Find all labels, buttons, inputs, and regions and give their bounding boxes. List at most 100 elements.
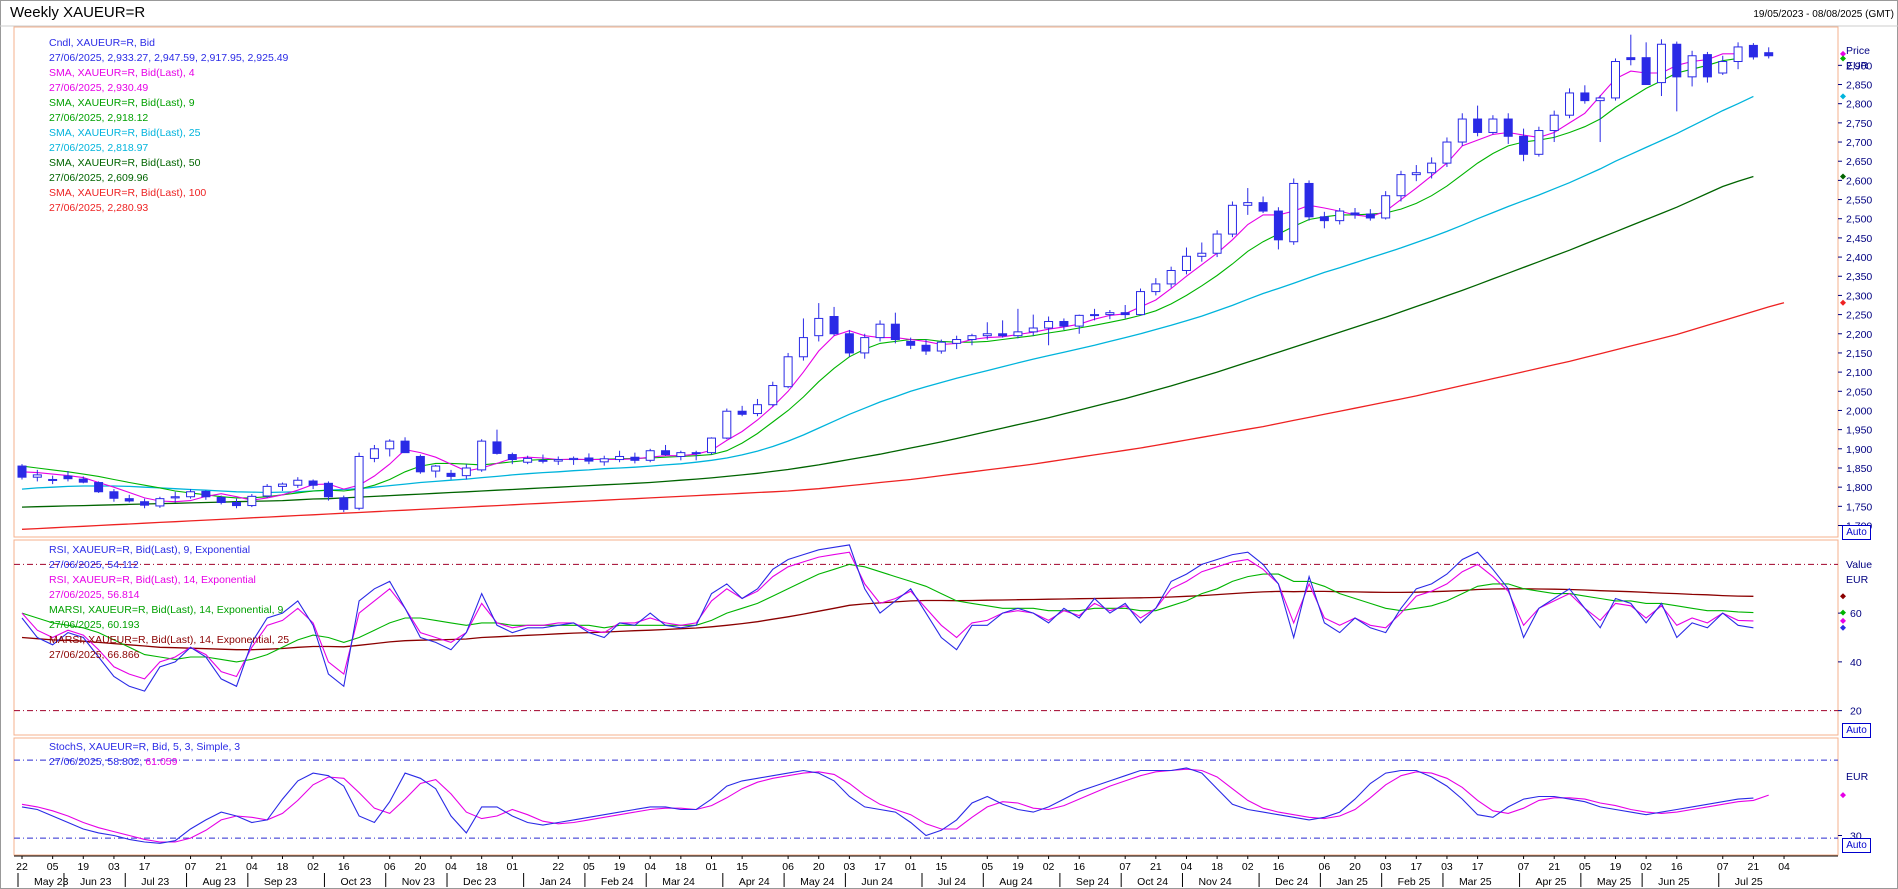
- candle-body: [124, 498, 134, 502]
- x-tick-label: 03: [108, 861, 120, 873]
- price-tick-label: 2,500: [1846, 214, 1872, 226]
- x-tick-label: 17: [1410, 861, 1422, 873]
- candle-body: [1243, 202, 1253, 206]
- sma25-last-marker: [1840, 93, 1846, 100]
- candle-body: [1013, 331, 1023, 337]
- candle-body: [661, 450, 671, 456]
- candle-body: [277, 483, 287, 487]
- candle-body: [1227, 204, 1237, 235]
- x-tick-label: 07: [1717, 861, 1729, 873]
- stoch-last-marker: [1840, 792, 1846, 799]
- x-tick-label: 07: [1119, 861, 1131, 873]
- legend-sma4-value: 27/06/2025, 2,930.49: [49, 82, 149, 94]
- price-tick-label: 1,900: [1846, 444, 1872, 456]
- x-tick-label: 02: [1242, 861, 1254, 873]
- candle-body: [1319, 216, 1329, 222]
- x-tick-label: 19: [1012, 861, 1024, 873]
- x-tick-label: 04: [1778, 861, 1790, 873]
- x-tick-label: 16: [1273, 861, 1285, 873]
- x-tick-label: 03: [844, 861, 856, 873]
- candle-body: [1090, 314, 1100, 317]
- x-tick-label: 22: [16, 861, 28, 873]
- month-label: Jul 25: [1735, 876, 1763, 888]
- rsi-tick-label: 40: [1850, 657, 1862, 669]
- sma50-line: [21, 175, 1754, 508]
- candle-body: [1488, 118, 1498, 133]
- x-tick-label: 03: [1441, 861, 1453, 873]
- rsi14-last-marker: [1840, 617, 1846, 624]
- sma100-last-marker: [1840, 299, 1846, 306]
- candle-body: [1656, 43, 1666, 84]
- candle-body: [1396, 174, 1406, 197]
- month-label: Feb 24: [601, 876, 634, 888]
- candle-body: [1365, 213, 1375, 219]
- x-tick-label: 02: [1043, 861, 1055, 873]
- month-label: Nov 23: [402, 876, 435, 888]
- price-tick-label: 2,100: [1846, 367, 1872, 379]
- x-tick-label: 17: [139, 861, 151, 873]
- candle-body: [829, 316, 839, 335]
- title-bar: Weekly XAUEUR=R 19/05/2023 - 08/08/2025 …: [0, 0, 1898, 26]
- candle-body: [875, 323, 885, 339]
- price-tick-label: 1,850: [1846, 463, 1872, 475]
- candle-body: [1258, 202, 1268, 212]
- x-tick-label: 15: [736, 861, 748, 873]
- stoch-auto-button[interactable]: Auto: [1842, 838, 1871, 853]
- candle-body: [952, 339, 962, 344]
- price-auto-button[interactable]: Auto: [1842, 525, 1871, 540]
- candle-body: [1503, 118, 1513, 137]
- month-label: Sep 24: [1076, 876, 1109, 888]
- candle-body: [308, 480, 318, 486]
- month-label: Dec 23: [463, 876, 496, 888]
- candle-body: [1764, 52, 1774, 57]
- x-tick-label: 18: [675, 861, 687, 873]
- x-tick-label: 21: [215, 861, 227, 873]
- rsi-panel-border: [13, 539, 1839, 736]
- price-tick-label: 2,900: [1846, 60, 1872, 72]
- candle-body: [492, 441, 502, 454]
- legend-sma100-value: 27/06/2025, 2,280.93: [49, 202, 149, 214]
- legend-marsi25-value: 27/06/2025, 66.866: [49, 649, 140, 661]
- x-tick-label: 22: [552, 861, 564, 873]
- x-tick-label: 18: [476, 861, 488, 873]
- candle-body: [844, 333, 854, 354]
- legend-rsi9-name: RSI, XAUEUR=R, Bid(Last), 9, Exponential: [49, 544, 251, 556]
- month-label: Mar 25: [1459, 876, 1492, 888]
- candle-body: [982, 333, 992, 337]
- candle-body: [247, 495, 257, 507]
- x-tick-label: 01: [506, 861, 518, 873]
- candle-body: [722, 410, 732, 439]
- candle-body: [1028, 327, 1038, 333]
- month-label: May 25: [1597, 876, 1632, 888]
- month-label: May 24: [800, 876, 835, 888]
- month-label: Apr 25: [1536, 876, 1567, 888]
- candle-body: [339, 497, 349, 510]
- candle-body: [936, 341, 946, 352]
- candle-body: [1059, 320, 1069, 327]
- marsi25-last-marker: [1840, 593, 1846, 600]
- month-label: Dec 24: [1275, 876, 1308, 888]
- rsi-auto-button[interactable]: Auto: [1842, 723, 1871, 738]
- x-tick-label: 01: [706, 861, 718, 873]
- candle-body: [523, 457, 533, 463]
- x-tick-label: 20: [1349, 861, 1361, 873]
- price-legend: Cndl, XAUEUR=R, Bid 27/06/2025, 2,933.27…: [49, 36, 288, 216]
- candle-body: [1595, 97, 1605, 102]
- legend-stoch-value2: 61.059: [145, 756, 178, 768]
- x-tick-label: 16: [1671, 861, 1683, 873]
- candle-body: [201, 490, 211, 498]
- legend-candle-name: Cndl, XAUEUR=R, Bid: [49, 37, 155, 49]
- candle-body: [186, 491, 196, 498]
- month-label: Sep 23: [264, 876, 297, 888]
- candle-body: [170, 496, 180, 499]
- x-tick-label: 04: [644, 861, 656, 873]
- candle-body: [1473, 118, 1483, 133]
- candle-body: [783, 356, 793, 388]
- x-tick-label: 05: [981, 861, 993, 873]
- price-tick-label: 2,450: [1846, 233, 1872, 245]
- x-tick-label: 21: [1150, 861, 1162, 873]
- x-tick-label: 06: [782, 861, 794, 873]
- price-tick-label: 2,200: [1846, 329, 1872, 341]
- month-label: Oct 23: [340, 876, 371, 888]
